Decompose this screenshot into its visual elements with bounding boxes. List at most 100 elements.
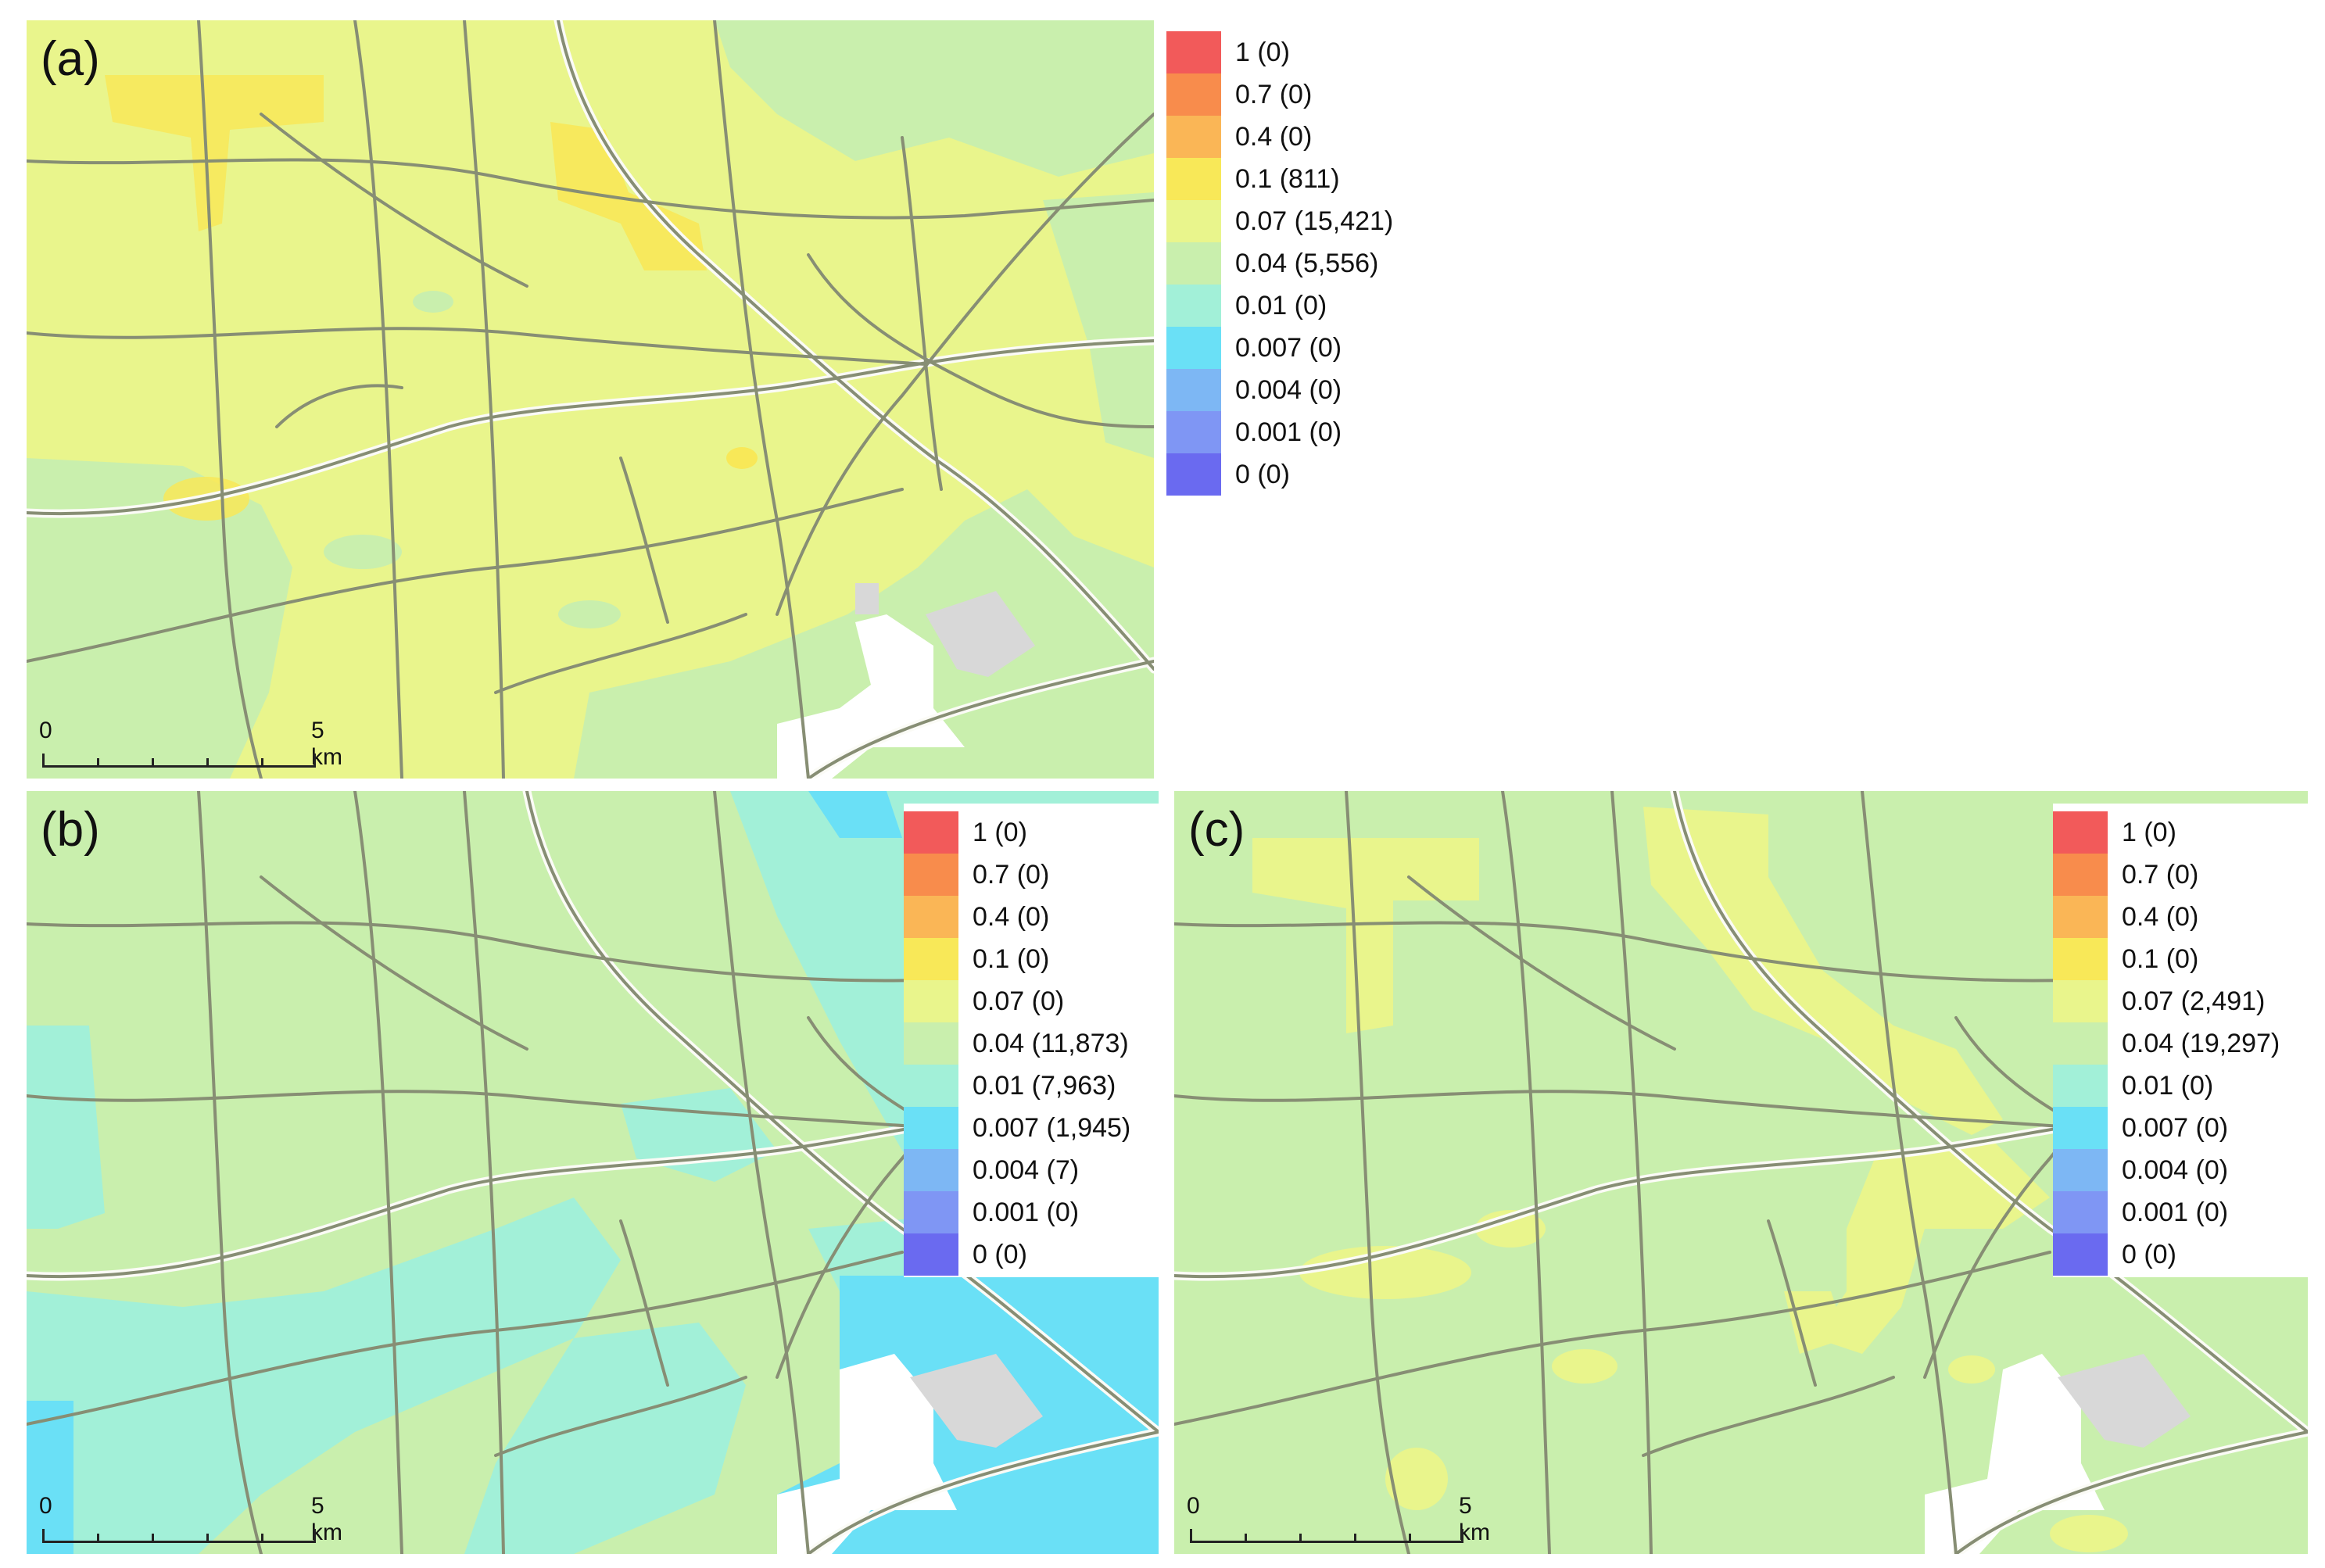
legend-label: 0.007 (0): [2122, 1113, 2229, 1143]
legend-swatch: [904, 1107, 958, 1149]
map-panel-a: (a) 0 5 km: [27, 20, 1154, 779]
scale-start-label: 0: [39, 718, 52, 743]
legend-swatch: [904, 854, 958, 896]
legend-swatch: [1166, 158, 1221, 200]
legend-swatch: [1166, 285, 1221, 327]
legend-item: 0.04 (5,556): [1166, 242, 1432, 285]
legend-item: 0.07 (0): [904, 980, 1159, 1022]
legend-item: 0.07 (15,421): [1166, 200, 1432, 242]
legend-swatch: [2053, 1065, 2108, 1107]
panel-label: (a): [41, 32, 100, 86]
legend-item: 0.004 (7): [904, 1149, 1159, 1191]
panel-label: (b): [41, 803, 100, 857]
legend-swatch: [904, 1233, 958, 1276]
legend-swatch: [1166, 453, 1221, 496]
legend-label: 0.7 (0): [973, 860, 1050, 890]
legend-label: 1 (0): [1235, 38, 1290, 67]
legend-item: 0.4 (0): [904, 896, 1159, 938]
scale-bar: 0 5 km: [38, 1493, 342, 1548]
legend-swatch: [1166, 411, 1221, 453]
concentration-map-a: [27, 20, 1154, 779]
legend-swatch: [904, 980, 958, 1022]
scale-end-label: 5 km: [311, 718, 342, 770]
legend-swatch: [904, 1065, 958, 1107]
scale-tick: [261, 758, 263, 768]
legend-label: 0.004 (0): [1235, 375, 1342, 405]
scale-tick: [152, 1534, 154, 1543]
legend-label: 0.4 (0): [973, 902, 1050, 932]
legend-swatch: [904, 1022, 958, 1065]
scale-tick: [97, 758, 99, 768]
legend-a: 1 (0) 0.7 (0) 0.4 (0) 0.1 (811) 0.07 (15…: [1166, 31, 1432, 496]
legend-swatch: [2053, 1191, 2108, 1233]
legend-label: 0.1 (811): [1235, 164, 1340, 194]
legend-item: 1 (0): [1166, 31, 1432, 73]
legend-swatch: [1166, 31, 1221, 73]
scale-start-label: 0: [1187, 1493, 1200, 1519]
legend-item: 0 (0): [1166, 453, 1432, 496]
scale-line: [42, 754, 316, 768]
scale-tick: [261, 1534, 263, 1543]
legend-item: 0.1 (0): [904, 938, 1159, 980]
legend-item: 0.01 (7,963): [904, 1065, 1159, 1107]
legend-swatch: [2053, 854, 2108, 896]
legend-swatch: [2053, 938, 2108, 980]
scale-tick: [1354, 1534, 1356, 1543]
legend-label: 0 (0): [1235, 460, 1290, 489]
scale-start-label: 0: [39, 1493, 52, 1519]
legend-label: 0.7 (0): [2122, 860, 2199, 890]
map-panel-b: (b) 0 5 km 1 (0) 0.7 (0) 0.4 (0) 0.1 (0)…: [27, 791, 1159, 1554]
legend-item: 0.01 (0): [2053, 1065, 2308, 1107]
scale-end-label: 5 km: [311, 1493, 342, 1545]
scale-tick: [1461, 1529, 1463, 1543]
legend-item: 1 (0): [2053, 811, 2308, 854]
legend-swatch: [1166, 116, 1221, 158]
scale-bar: 0 5 km: [1185, 1493, 1490, 1548]
legend-item: 0 (0): [2053, 1233, 2308, 1276]
legend-label: 0 (0): [973, 1240, 1027, 1269]
legend-label: 0.4 (0): [2122, 902, 2199, 932]
legend-swatch: [904, 938, 958, 980]
legend-item: 0.01 (0): [1166, 285, 1432, 327]
legend-item: 0.007 (0): [2053, 1107, 2308, 1149]
legend-swatch: [904, 896, 958, 938]
legend-label: 1 (0): [2122, 818, 2176, 847]
legend-item: 0.1 (0): [2053, 938, 2308, 980]
legend-item: 0.004 (0): [1166, 369, 1432, 411]
legend-swatch: [2053, 896, 2108, 938]
legend-swatch: [2053, 980, 2108, 1022]
legend-item: 0.7 (0): [2053, 854, 2308, 896]
legend-label: 0.001 (0): [2122, 1197, 2229, 1227]
legend-item: 0.4 (0): [1166, 116, 1432, 158]
scale-tick: [206, 1534, 209, 1543]
legend-swatch: [2053, 1022, 2108, 1065]
legend-swatch: [904, 1149, 958, 1191]
legend-label: 0.07 (15,421): [1235, 206, 1394, 236]
legend-item: 0.04 (19,297): [2053, 1022, 2308, 1065]
legend-label: 0.007 (1,945): [973, 1113, 1131, 1143]
legend-item: 0.1 (811): [1166, 158, 1432, 200]
legend-swatch: [904, 1191, 958, 1233]
legend-label: 0.7 (0): [1235, 80, 1313, 109]
legend-label: 0.01 (7,963): [973, 1071, 1116, 1101]
map-panel-c: (c) 0 5 km 1 (0) 0.7 (0) 0.4 (0) 0.1 (0)…: [1174, 791, 2308, 1554]
legend-label: 0.1 (0): [2122, 944, 2199, 974]
scale-tick: [206, 758, 209, 768]
scale-tick: [1245, 1534, 1247, 1543]
panel-label: (c): [1188, 803, 1245, 857]
legend-item: 0.04 (11,873): [904, 1022, 1159, 1065]
legend-item: 0.001 (0): [2053, 1191, 2308, 1233]
legend-item: 0.7 (0): [904, 854, 1159, 896]
legend-label: 0.07 (2,491): [2122, 986, 2266, 1016]
legend-swatch: [1166, 242, 1221, 285]
scale-line: [42, 1529, 316, 1543]
legend-swatch: [1166, 73, 1221, 116]
legend-label: 0.4 (0): [1235, 122, 1313, 152]
legend-label: 0.004 (0): [2122, 1155, 2229, 1185]
legend-label: 0.07 (0): [973, 986, 1065, 1016]
legend-c: 1 (0) 0.7 (0) 0.4 (0) 0.1 (0) 0.07 (2,49…: [2053, 804, 2308, 1277]
legend-label: 0.01 (0): [1235, 291, 1327, 320]
legend-item: 0.001 (0): [1166, 411, 1432, 453]
legend-label: 0.04 (5,556): [1235, 249, 1379, 278]
legend-item: 0.007 (0): [1166, 327, 1432, 369]
